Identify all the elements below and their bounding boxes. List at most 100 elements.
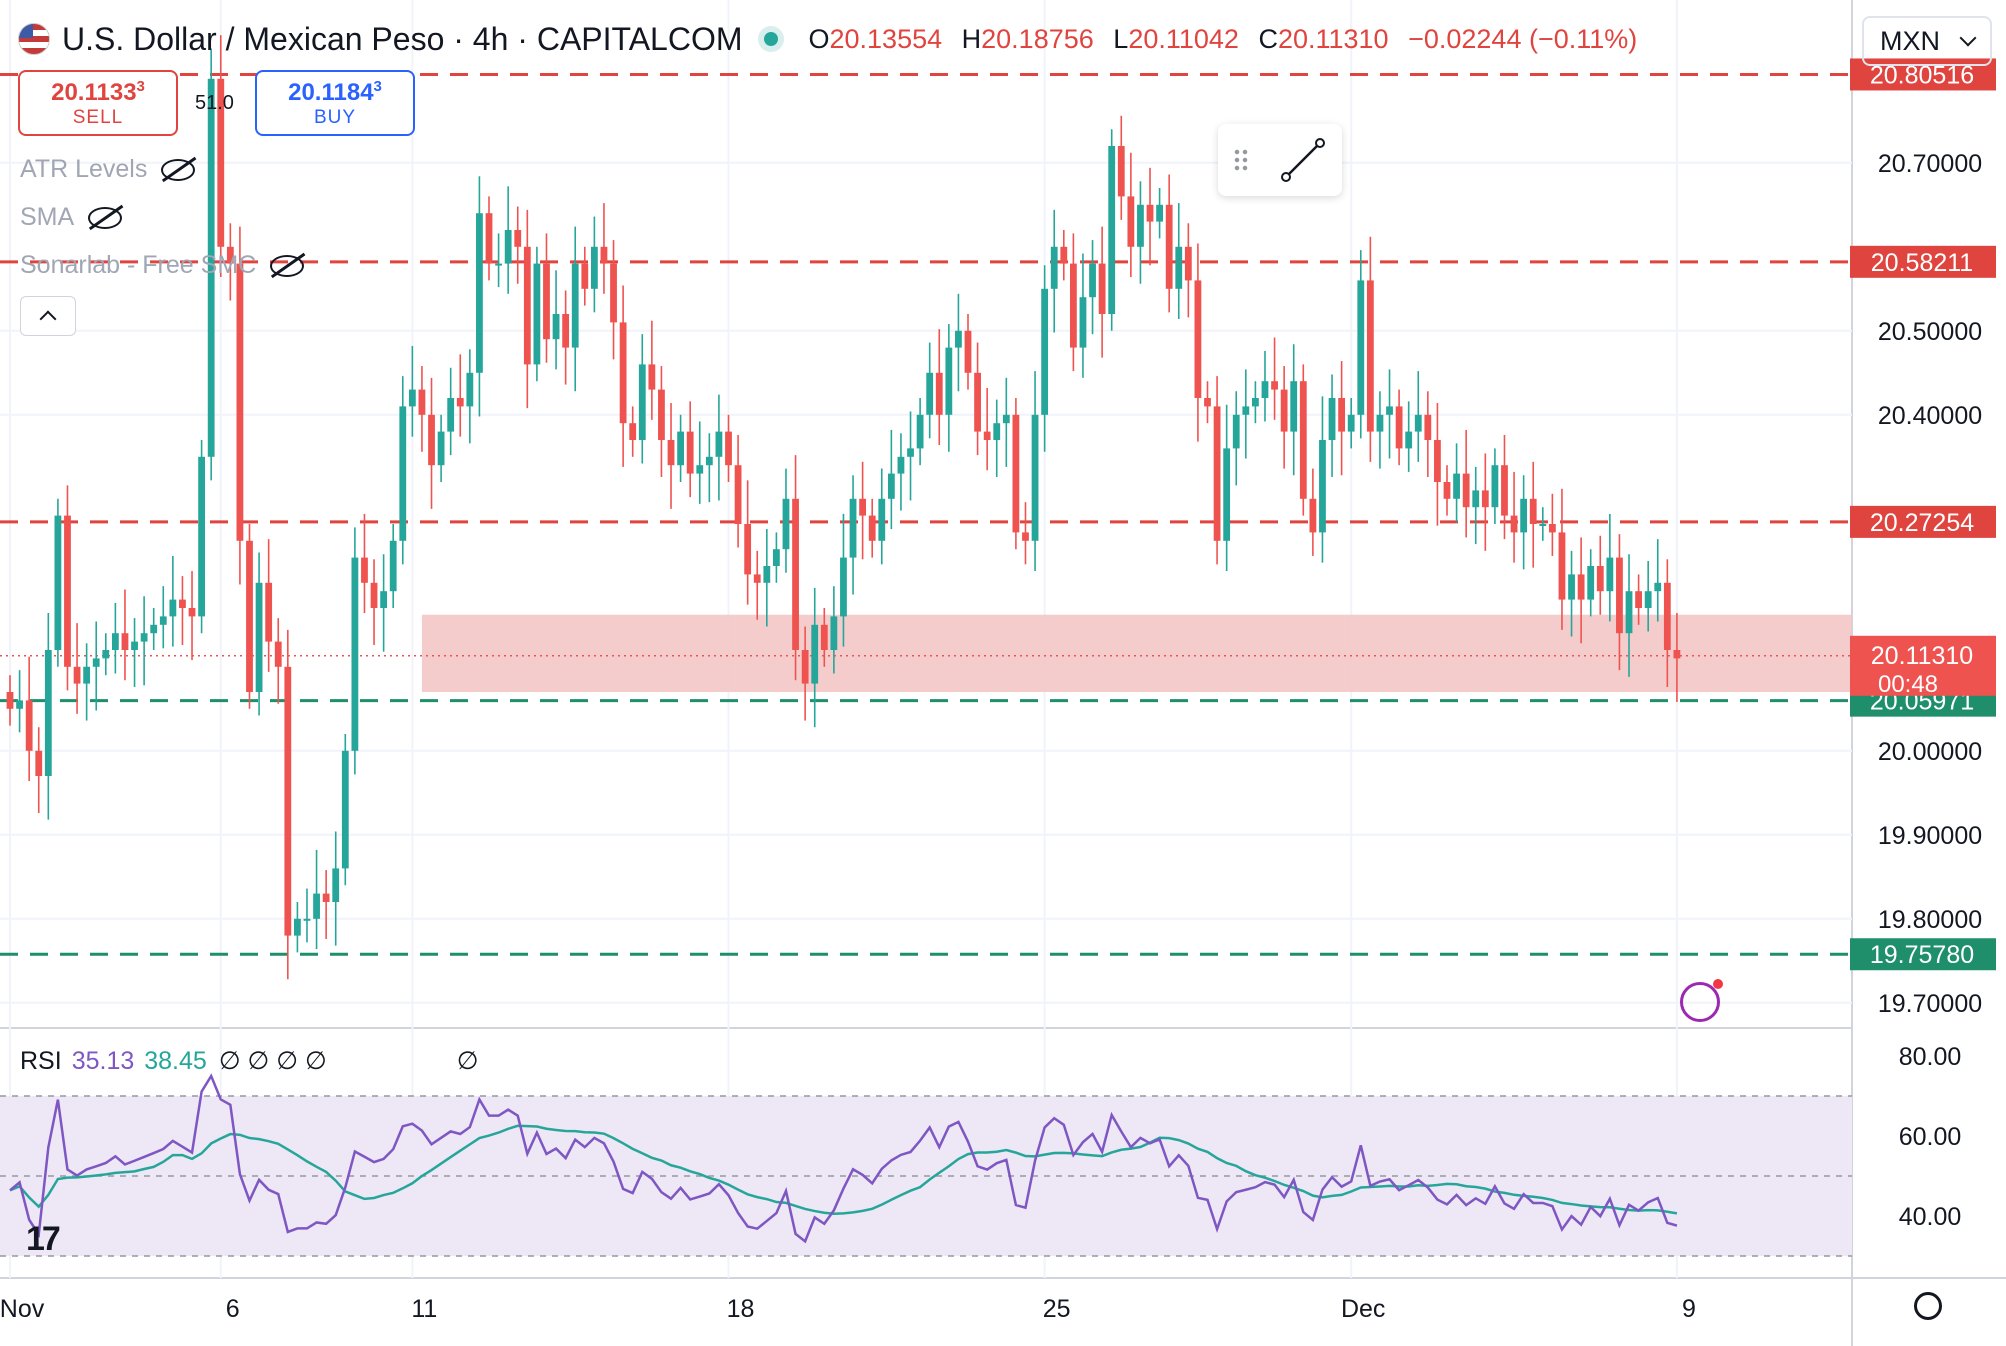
candle xyxy=(725,431,732,466)
level-tag xyxy=(1850,505,1996,538)
y-tick-label: 20.50000 xyxy=(1878,318,1982,346)
candle xyxy=(322,893,330,902)
candle xyxy=(265,582,273,642)
candle xyxy=(131,641,138,650)
drawing-toolbar[interactable] xyxy=(1218,124,1342,196)
candle xyxy=(198,456,205,617)
candle xyxy=(648,364,656,390)
candle xyxy=(801,650,809,684)
candle xyxy=(552,314,560,340)
indicator-atr[interactable]: ATR Levels xyxy=(20,155,196,184)
candle xyxy=(600,246,608,264)
collapse-indicators-button[interactable] xyxy=(20,296,76,336)
candle xyxy=(274,641,282,667)
candle xyxy=(667,440,675,466)
candle xyxy=(964,330,972,373)
trend-line-icon[interactable] xyxy=(1278,135,1328,185)
candle xyxy=(1596,566,1604,592)
lightning-icon[interactable] xyxy=(1680,979,1723,1022)
rsi-ma-line xyxy=(9,1124,1678,1216)
candle xyxy=(495,263,502,266)
eye-hidden-icon[interactable] xyxy=(270,254,305,277)
indicator-sma[interactable]: SMA xyxy=(20,203,123,232)
candle xyxy=(150,624,158,634)
rsi-tick-label: 60.00 xyxy=(1899,1123,1962,1151)
level-tag xyxy=(1850,58,1996,91)
candle xyxy=(179,599,186,608)
candle xyxy=(1127,196,1135,247)
candle xyxy=(1117,146,1125,197)
level-label: 20.27254 xyxy=(1870,509,1974,537)
candle xyxy=(64,515,71,667)
candle xyxy=(907,448,914,457)
y-tick-label: 19.70000 xyxy=(1878,990,1982,1018)
candle xyxy=(1568,574,1575,600)
candle xyxy=(1031,414,1039,541)
candle xyxy=(504,230,512,264)
eye-hidden-icon[interactable] xyxy=(88,206,123,229)
sell-button[interactable]: 20.11333 SELL xyxy=(18,70,178,136)
candle xyxy=(1491,465,1499,508)
candle xyxy=(1002,414,1010,424)
x-tick-label: Nov xyxy=(0,1295,45,1323)
candle xyxy=(111,633,119,650)
candle xyxy=(16,700,23,709)
candle xyxy=(1041,288,1049,415)
candle xyxy=(1673,650,1681,659)
rsi-legend[interactable]: RSI 35.13 38.45 ∅ ∅ ∅ ∅ ∅ xyxy=(20,1047,479,1075)
last-price-label: 20.11310 xyxy=(1871,642,1973,670)
candle xyxy=(1299,381,1307,499)
candle xyxy=(763,566,771,583)
x-tick-label: 9 xyxy=(1682,1295,1696,1323)
candle xyxy=(590,246,598,289)
candle xyxy=(1156,204,1163,222)
candle xyxy=(974,372,981,432)
candle xyxy=(1366,280,1374,432)
indicator-smc[interactable]: Sonarlab - Free SMC xyxy=(20,251,305,280)
candle xyxy=(677,431,684,466)
settings-icon[interactable] xyxy=(1914,1292,1942,1320)
candle xyxy=(1079,297,1087,348)
candle xyxy=(35,750,43,776)
candle xyxy=(188,608,196,617)
smc-zone xyxy=(421,614,1853,692)
level-label: 20.80516 xyxy=(1870,61,1974,89)
candle xyxy=(1654,582,1662,592)
candle xyxy=(1558,532,1566,600)
candle xyxy=(370,582,378,608)
candle xyxy=(1539,524,1547,526)
candle xyxy=(562,314,570,348)
currency-select[interactable]: MXN xyxy=(1862,16,1992,66)
candle xyxy=(1644,591,1652,608)
ohlc-values: O20.13554 H20.18756 L20.11042 C20.11310 … xyxy=(808,23,1638,54)
candle xyxy=(1165,204,1173,289)
buy-button[interactable]: 20.11843 BUY xyxy=(255,70,415,136)
y-tick-label: 20.40000 xyxy=(1878,402,1982,430)
tradingview-logo-icon: 17 xyxy=(26,1220,61,1258)
candle xyxy=(1635,591,1642,608)
candle xyxy=(619,322,627,424)
candle xyxy=(1481,490,1489,508)
symbol-title[interactable]: U.S. Dollar / Mexican Peso · 4h · CAPITA… xyxy=(62,20,743,57)
candle xyxy=(1587,566,1595,600)
candle xyxy=(1213,406,1221,541)
candle xyxy=(1328,398,1336,440)
symbol-header[interactable]: U.S. Dollar / Mexican Peso · 4h · CAPITA… xyxy=(0,12,1649,66)
time-axis[interactable]: Nov 6 11 18 25 Dec 9 xyxy=(0,1295,1696,1323)
candle xyxy=(1175,246,1183,289)
spread-value: 51.0 xyxy=(195,92,234,114)
candle xyxy=(485,213,493,264)
countdown-label: 00:48 xyxy=(1878,671,1938,698)
candle xyxy=(1501,465,1508,516)
price-axis[interactable]: 20.70000 20.50000 20.40000 20.00000 19.90000… xyxy=(1878,150,1982,1231)
candle xyxy=(44,650,52,776)
drag-handle-icon[interactable] xyxy=(1232,148,1249,172)
candle xyxy=(1625,591,1633,634)
x-tick-label: 18 xyxy=(727,1295,755,1323)
eye-hidden-icon[interactable] xyxy=(161,158,196,181)
candle xyxy=(1663,582,1671,650)
rsi-tick-label: 80.00 xyxy=(1899,1043,1962,1071)
candle xyxy=(792,498,799,650)
candle xyxy=(54,515,62,650)
